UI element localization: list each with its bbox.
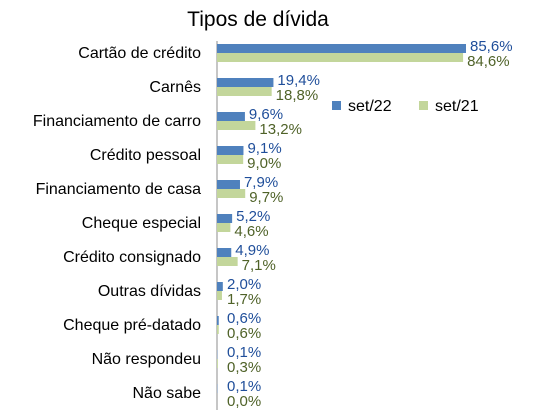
value-labels: 85,6%84,6% 19,4%18,8% 9,6%13,2% 9,1%9,0% 7,9… — [227, 38, 513, 410]
data-label: 7,1% — [242, 257, 276, 274]
bar-set-21 — [217, 359, 218, 368]
data-label: 0,1% — [227, 378, 261, 395]
data-label: 0,1% — [227, 344, 261, 361]
category-label: Não respondeu — [92, 351, 201, 368]
bar-set-21 — [217, 325, 219, 334]
category-label: Financiamento de casa — [36, 181, 202, 198]
chart-title: Tipos de dívida — [187, 8, 329, 31]
bar-set-22 — [217, 146, 244, 155]
data-label: 7,9% — [244, 174, 278, 191]
legend-swatch — [419, 101, 428, 110]
bar-set-21 — [217, 257, 238, 266]
data-label: 18,8% — [276, 87, 319, 104]
bar-set-22 — [217, 214, 233, 223]
bar-set-21 — [217, 53, 464, 62]
data-label: 4,9% — [235, 242, 269, 259]
bar-set-21 — [217, 155, 244, 164]
data-label: 9,6% — [249, 106, 283, 123]
data-label: 9,0% — [247, 155, 281, 172]
category-label: Financiamento de carro — [33, 113, 201, 130]
bar-set-22 — [217, 180, 240, 189]
category-labels: Cartão de crédito Carnês Financiamento de … — [33, 45, 201, 402]
category-label: Carnês — [149, 79, 201, 96]
bars-layer — [217, 44, 466, 393]
legend-label: set/22 — [348, 98, 392, 115]
data-label: 5,2% — [236, 208, 270, 225]
bar-set-22 — [217, 248, 232, 257]
bar-set-22 — [217, 316, 219, 325]
bar-set-22 — [217, 78, 274, 87]
data-label: 0,6% — [227, 310, 261, 327]
legend-label: set/21 — [435, 98, 479, 115]
data-label: 85,6% — [470, 38, 513, 55]
bar-set-21 — [217, 291, 222, 300]
category-label: Cheque pré-datado — [63, 317, 201, 334]
legend: set/22 set/21 — [332, 98, 479, 115]
category-label: Cartão de crédito — [78, 45, 201, 62]
data-label: 13,2% — [259, 121, 302, 138]
bar-set-22 — [217, 282, 223, 291]
bar-set-21 — [217, 223, 231, 232]
category-label: Outras dívidas — [98, 283, 201, 300]
category-label: Não sabe — [133, 385, 202, 402]
data-label: 0,3% — [227, 359, 261, 376]
bar-set-21 — [217, 189, 246, 198]
data-label: 0,0% — [227, 393, 261, 410]
category-label: Cheque especial — [82, 215, 201, 232]
data-label: 0,6% — [227, 325, 261, 342]
data-label: 9,1% — [247, 140, 281, 157]
data-label: 19,4% — [277, 72, 320, 89]
data-label: 84,6% — [467, 53, 510, 70]
category-label: Crédito consignado — [63, 249, 201, 266]
category-label: Crédito pessoal — [90, 147, 201, 164]
bar-set-22 — [217, 112, 245, 121]
bar-set-21 — [217, 87, 272, 96]
bar-set-22 — [217, 44, 466, 53]
data-label: 9,7% — [249, 189, 283, 206]
data-label: 4,6% — [234, 223, 268, 240]
data-label: 2,0% — [227, 276, 261, 293]
data-label: 1,7% — [227, 291, 261, 308]
legend-swatch — [332, 101, 341, 110]
bar-set-21 — [217, 121, 256, 130]
